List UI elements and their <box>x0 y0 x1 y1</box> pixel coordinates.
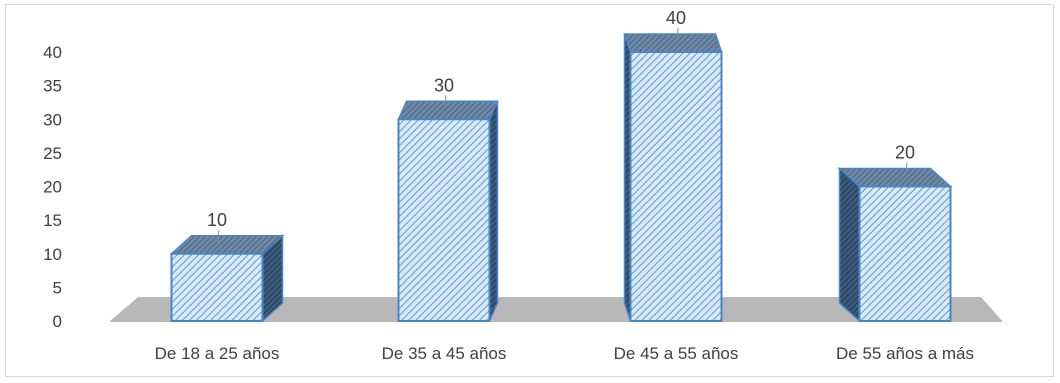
bar-top-face <box>397 100 499 120</box>
y-tick-label: 0 <box>53 312 62 331</box>
bar: 40 <box>623 8 723 322</box>
bar-front-face <box>397 118 491 322</box>
data-label-leader <box>905 162 908 175</box>
bar-top-face <box>623 33 723 53</box>
data-label: 30 <box>434 75 454 95</box>
data-label: 20 <box>895 143 915 163</box>
bar-front-face <box>858 185 952 322</box>
bar: 30 <box>397 75 499 322</box>
y-tick-label: 15 <box>43 211 62 230</box>
bar-side-face <box>488 100 499 322</box>
bar-front-face <box>629 51 723 322</box>
data-label: 10 <box>207 210 227 230</box>
bar-front-face <box>170 252 264 322</box>
data-label-leader <box>444 95 447 108</box>
data-label: 40 <box>666 8 686 28</box>
bar-top-face <box>169 235 285 255</box>
bar-side-face <box>838 166 861 323</box>
category-label: De 18 a 25 años <box>155 344 280 363</box>
category-label: De 55 años a más <box>836 344 974 363</box>
category-label: De 45 a 55 años <box>614 344 739 363</box>
y-tick-label: 20 <box>43 178 62 197</box>
y-axis: 0 5 10 15 20 25 30 35 40 <box>43 43 62 331</box>
y-tick-label: 30 <box>43 110 62 129</box>
chart-floor <box>109 297 1003 322</box>
bars-group: 10 30 40 20 <box>169 8 953 323</box>
x-axis: De 18 a 25 años De 35 a 45 años De 45 a 55… <box>155 344 974 363</box>
y-tick-label: 5 <box>53 278 62 297</box>
category-label: De 35 a 45 años <box>382 344 507 363</box>
y-tick-label: 25 <box>43 144 62 163</box>
y-tick-label: 35 <box>43 77 62 96</box>
y-tick-label: 10 <box>43 245 62 264</box>
bar-top-face <box>837 167 953 188</box>
bar: 10 <box>169 210 285 323</box>
bar: 20 <box>837 143 953 323</box>
data-label-leader <box>217 229 220 242</box>
y-tick-label: 40 <box>43 43 62 62</box>
data-label-leader <box>676 27 679 41</box>
